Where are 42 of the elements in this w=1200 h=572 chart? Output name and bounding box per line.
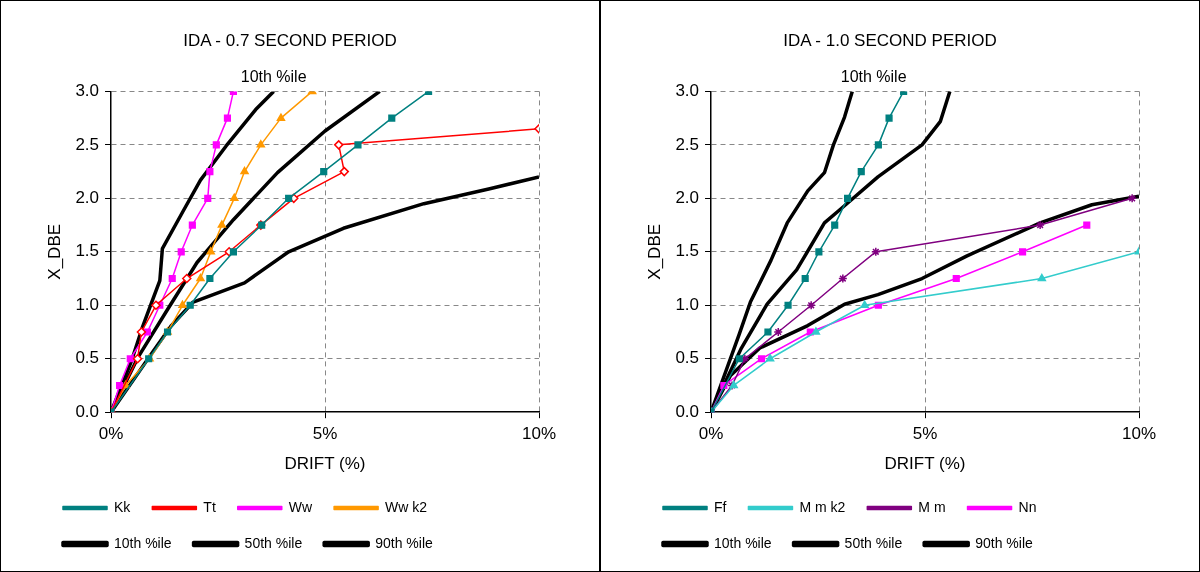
y-tick-label: 2.5 bbox=[75, 134, 100, 154]
y-tick-label: 1.5 bbox=[675, 241, 700, 261]
y-tick-label: 0.5 bbox=[75, 348, 100, 368]
y-tick-label: 0.0 bbox=[675, 401, 700, 421]
y-axis-title: X_DBE bbox=[44, 223, 64, 280]
y-tick-label: 2.0 bbox=[75, 188, 100, 208]
chart-title: IDA - 0.7 SECOND PERIOD bbox=[183, 30, 397, 50]
y-tick-label: 2.5 bbox=[675, 134, 700, 154]
legend-label: 50th %ile bbox=[844, 534, 903, 551]
legend-label: Tt bbox=[203, 498, 216, 515]
y-tick-label: 1.0 bbox=[675, 294, 700, 314]
legend-label: 10th %ile bbox=[714, 534, 772, 551]
y-tick-label: 0.0 bbox=[75, 401, 100, 421]
legend-label: 50th %ile bbox=[244, 534, 303, 551]
y-tick-label: 3.0 bbox=[75, 81, 100, 101]
y-axis-title: X_DBE bbox=[644, 223, 664, 280]
y-tick-label: 3.0 bbox=[675, 81, 700, 101]
x-tick-label: 0% bbox=[98, 424, 124, 444]
legend-label: 10th %ile bbox=[114, 534, 172, 551]
legend-label: 90th %ile bbox=[975, 534, 1033, 551]
x-axis-title: DRIFT (%) bbox=[284, 454, 366, 474]
y-tick-label: 1.0 bbox=[75, 294, 100, 314]
legend-label: Kk bbox=[114, 498, 132, 515]
chart-title: IDA - 1.0 SECOND PERIOD bbox=[783, 30, 997, 50]
legend-label: 90th %ile bbox=[375, 534, 433, 551]
legend-label: Nn bbox=[1018, 498, 1037, 515]
x-tick-label: 10% bbox=[521, 424, 557, 444]
legend-label: M m k2 bbox=[799, 498, 846, 515]
x-tick-label: 10% bbox=[1121, 424, 1157, 444]
x-axis-title: DRIFT (%) bbox=[884, 454, 966, 474]
x-tick-label: 5% bbox=[912, 424, 938, 444]
x-tick-label: 0% bbox=[698, 424, 724, 444]
y-tick-label: 1.5 bbox=[75, 241, 100, 261]
x-tick-label: 5% bbox=[312, 424, 338, 444]
text: 10th %ile bbox=[240, 67, 307, 85]
legend-label: Ww bbox=[288, 498, 313, 515]
legend-label: M m bbox=[918, 498, 946, 515]
y-tick-label: 2.0 bbox=[675, 188, 700, 208]
legend-label: Ww k2 bbox=[385, 498, 428, 515]
y-tick-label: 0.5 bbox=[675, 348, 700, 368]
legend-label: Ff bbox=[714, 498, 727, 515]
text: 10th %ile bbox=[840, 67, 907, 85]
